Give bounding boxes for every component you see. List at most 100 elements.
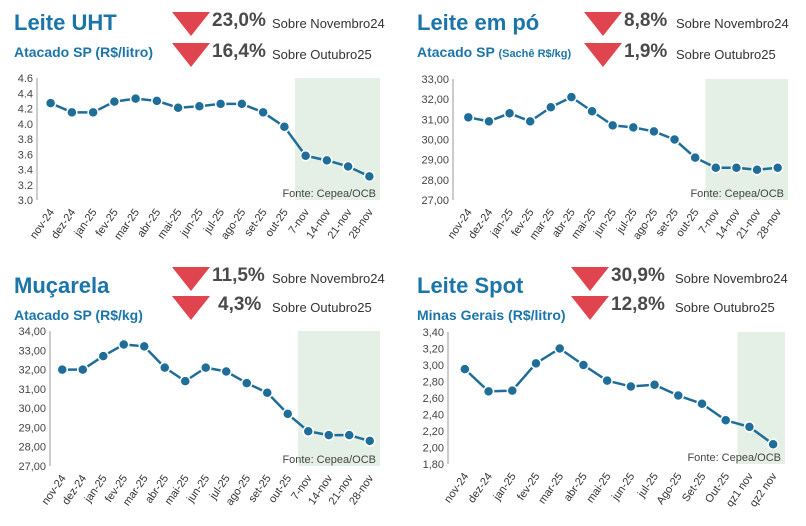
down-arrow-icon (584, 43, 622, 67)
data-point (282, 408, 294, 420)
data-point (459, 363, 471, 375)
recent-period-shade (705, 79, 788, 200)
data-point (159, 361, 171, 374)
source-note: Fonte: Cepea/OCB (687, 452, 781, 464)
data-point (751, 164, 763, 176)
data-point (364, 435, 376, 447)
data-point (577, 359, 590, 371)
y-tick-label: 30,00 (18, 403, 46, 415)
y-tick-label: 3.6 (18, 149, 33, 161)
panel-subtitle: Minas Gerais (R$/litro) (417, 307, 566, 323)
data-point (44, 97, 57, 109)
panel-title: Leite UHT (14, 10, 117, 35)
data-point (668, 133, 681, 146)
y-tick-label: 28,00 (18, 442, 46, 454)
y-tick-label: 3,20 (423, 344, 444, 356)
x-tick-label: jan-25 (491, 471, 519, 504)
data-point (506, 384, 519, 397)
x-tick-label: mar-25 (536, 471, 566, 506)
series-line (50, 97, 370, 178)
y-tick-label: 29,00 (421, 155, 449, 167)
x-tick-label: out-25 (263, 207, 291, 239)
data-point (236, 98, 248, 110)
y-tick-label: 2,40 (423, 410, 444, 422)
data-point (524, 115, 536, 128)
x-tick-label: Ago-25 (655, 471, 685, 507)
down-arrow-icon (172, 12, 210, 36)
change-value: 4,3% (218, 294, 262, 315)
data-point (625, 380, 637, 393)
y-tick-label: 3.4 (18, 165, 33, 177)
data-point (97, 350, 109, 362)
data-point (138, 340, 150, 353)
data-point (565, 91, 578, 103)
data-point (606, 119, 619, 132)
subtitle-text: Atacado SP (R$/kg) (14, 307, 143, 323)
subtitle-note: (Sachê R$/kg) (498, 48, 572, 60)
data-point (257, 106, 269, 119)
change-value: 23,0% (212, 10, 266, 31)
data-point (483, 115, 495, 128)
y-tick-label: 33,00 (421, 74, 449, 86)
y-tick-label: 28,00 (421, 175, 449, 187)
data-point (151, 95, 163, 107)
y-tick-label: 3,40 (423, 327, 444, 339)
change-value: 30,9% (611, 265, 665, 286)
down-arrow-icon (584, 12, 622, 36)
data-point (108, 95, 121, 108)
change-label: Sobre Outubro25 (272, 300, 372, 315)
y-tick-label: 31,00 (18, 384, 46, 396)
panel-subtitle: Atacado SP (R$/litro) (14, 44, 153, 60)
subtitle-text: Atacado SP (417, 44, 495, 60)
data-point (672, 389, 685, 402)
change-label: Sobre Novembro24 (675, 271, 788, 286)
data-point (601, 374, 613, 387)
y-tick-label: 29,00 (18, 422, 46, 434)
down-arrow-icon (571, 296, 609, 320)
x-tick-label: jan-25 (72, 207, 100, 240)
down-arrow-icon (172, 296, 210, 320)
data-point (172, 101, 184, 114)
y-tick-label: 3.8 (18, 134, 33, 146)
change-value: 8,8% (624, 10, 668, 31)
data-point (321, 154, 333, 167)
y-tick-label: 30,00 (421, 135, 449, 147)
data-point (77, 363, 89, 376)
y-tick-label: 27,00 (18, 461, 46, 473)
down-arrow-icon (571, 267, 609, 291)
source-note: Fonte: Cepea/OCB (690, 188, 784, 200)
x-tick-label: jun-25 (178, 207, 206, 240)
data-point (363, 170, 376, 183)
chart-mucarela: 34,00 33,00 32,00 31,00 30,00 29,00 28,00 27,00… (18, 326, 380, 508)
data-point (553, 342, 566, 355)
data-point (302, 425, 314, 438)
data-point (56, 363, 68, 376)
y-tick-label: 3,00 (423, 360, 444, 372)
data-point (648, 379, 661, 391)
data-point (462, 111, 475, 124)
data-point (343, 429, 355, 441)
data-point (87, 106, 99, 119)
y-tick-label: 2,80 (423, 377, 444, 389)
data-point (299, 150, 312, 162)
data-point (586, 105, 598, 118)
change-value: 1,9% (624, 41, 668, 62)
data-point (241, 377, 253, 389)
data-point (220, 365, 232, 378)
data-point (214, 98, 227, 110)
change-value: 11,5% (212, 265, 265, 286)
data-point (323, 429, 335, 441)
data-point (696, 398, 708, 410)
data-point (200, 361, 212, 374)
data-point (710, 161, 722, 174)
y-tick-label: 27,00 (421, 195, 449, 207)
data-point (530, 357, 542, 370)
x-tick-label: mai-25 (584, 471, 613, 505)
y-tick-label: 4.4 (18, 88, 33, 100)
y-tick-label: 4.0 (18, 119, 33, 131)
y-tick-label: 33,00 (18, 345, 46, 357)
data-point (627, 121, 640, 134)
y-tick-label: 4.6 (18, 73, 33, 85)
panel-title: Muçarela (14, 273, 110, 298)
source-note: Fonte: Cepea/OCB (282, 188, 376, 200)
